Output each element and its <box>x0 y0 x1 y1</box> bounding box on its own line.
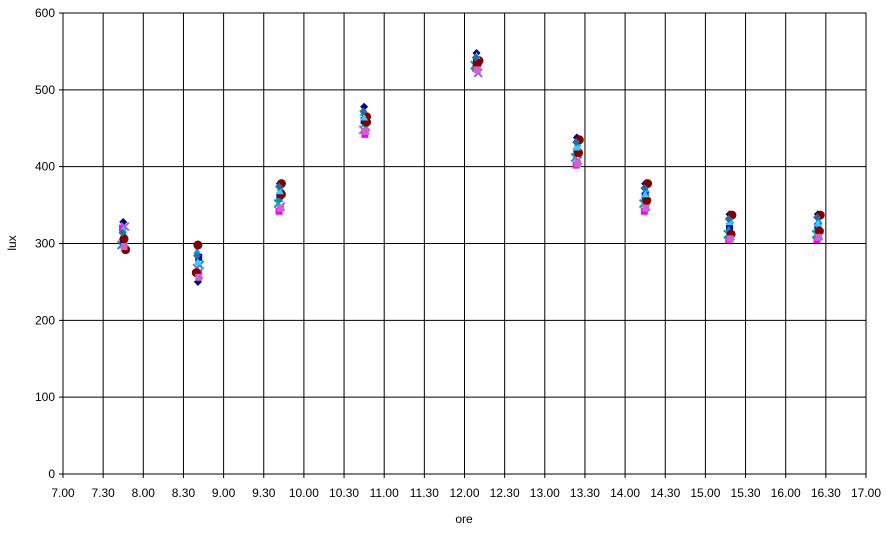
x-tick-label: 15.00 <box>690 486 720 500</box>
data-point <box>471 53 480 62</box>
data-point <box>275 187 284 195</box>
data-point <box>119 234 129 244</box>
data-point <box>641 190 650 198</box>
x-tick-label: 16.00 <box>771 486 801 500</box>
data-point <box>193 257 202 265</box>
x-tick-label: 11.00 <box>370 486 399 500</box>
x-tick-label: 7.00 <box>51 486 75 500</box>
x-tick-label: 7.30 <box>91 486 115 500</box>
data-point <box>640 184 649 193</box>
y-tick-label: 200 <box>35 313 55 327</box>
data-point <box>195 273 203 281</box>
x-tick-label: 12.30 <box>490 486 520 500</box>
axes <box>62 12 867 475</box>
data-point <box>572 138 581 147</box>
data-point <box>362 127 370 135</box>
x-tick-label: 12.00 <box>449 486 479 500</box>
data-point <box>473 66 481 74</box>
data-point <box>277 204 285 212</box>
x-tick-label: 14.30 <box>650 486 680 500</box>
data-point <box>359 107 368 116</box>
data-point <box>360 113 369 121</box>
x-tick-label: 15.30 <box>731 486 761 500</box>
plot-border <box>62 12 867 475</box>
x-tick-label: 13.30 <box>570 486 600 500</box>
data-point <box>814 226 824 236</box>
y-tick-label: 500 <box>35 83 55 97</box>
data-point <box>814 223 822 231</box>
x-tick-label: 10.00 <box>289 486 319 500</box>
x-tick-label: 14.00 <box>610 486 640 500</box>
y-axis-label: lux <box>5 235 19 250</box>
x-tick-label: 17.00 <box>851 486 881 500</box>
data-point <box>642 204 650 212</box>
data-point <box>642 195 652 205</box>
data-point <box>193 240 203 250</box>
y-tick-label: 400 <box>35 160 55 174</box>
x-tick-label: 9.30 <box>252 486 276 500</box>
data-point <box>193 247 202 255</box>
data-point <box>472 59 482 69</box>
y-tick-label: 600 <box>35 6 55 20</box>
data-point <box>275 194 284 202</box>
y-tick-labels: 0 100 200 300 400 500 600 <box>35 6 55 481</box>
data-point <box>813 213 822 222</box>
data-point <box>275 182 284 191</box>
x-tick-label: 9.00 <box>212 486 236 500</box>
x-tick-label: 10.30 <box>329 486 359 500</box>
data-point <box>574 148 584 158</box>
data-point <box>725 223 733 231</box>
data-point <box>572 143 581 151</box>
data-point <box>574 160 582 168</box>
y-tick-label: 100 <box>35 390 55 404</box>
data-points <box>116 48 825 286</box>
data-point <box>120 243 128 251</box>
x-axis-label: ore <box>455 512 473 526</box>
x-tick-label: 11.30 <box>410 486 439 500</box>
y-tick-label: 300 <box>35 237 55 251</box>
x-tick-label: 16.30 <box>811 486 841 500</box>
data-point <box>724 214 733 223</box>
y-tick-label: 0 <box>48 467 55 481</box>
data-point <box>813 219 822 227</box>
data-point <box>118 228 127 237</box>
data-point <box>193 251 202 260</box>
data-point <box>815 233 823 241</box>
x-tick-labels: 7.00 7.30 8.00 8.30 9.00 9.30 10.00 10.30 11.00 1… <box>51 486 881 500</box>
x-tick-label: 13.00 <box>530 486 560 500</box>
data-point <box>726 235 734 243</box>
x-tick-label: 8.30 <box>172 486 196 500</box>
x-tick-label: 8.00 <box>132 486 156 500</box>
